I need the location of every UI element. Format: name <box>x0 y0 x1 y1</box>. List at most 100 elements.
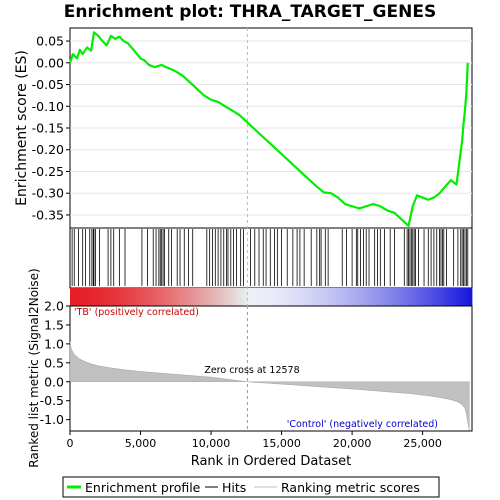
heat-bar-segment <box>287 288 292 306</box>
heat-bar-segment <box>445 288 449 306</box>
zero-cross-annotation: Zero cross at 12578 <box>204 365 299 376</box>
heat-bar-segment <box>428 288 433 306</box>
heat-bar-segment <box>207 288 212 306</box>
es-y-tick-label: -0.25 <box>32 164 64 179</box>
heat-bar-segment <box>311 288 315 306</box>
rank-ylabel: Ranked list metric (Signal2Noise) <box>27 268 41 467</box>
heat-bar-segment <box>435 288 439 306</box>
heat-bar-segment <box>271 288 275 306</box>
heat-bar-segment <box>358 288 362 306</box>
es-y-tick-label: -0.20 <box>32 142 64 157</box>
heat-bar-segment <box>257 288 262 306</box>
heat-bar-segment <box>86 288 91 306</box>
heat-bar-segment <box>116 288 121 306</box>
heat-bar-segment <box>297 288 302 306</box>
rank-metric-layer <box>69 28 470 431</box>
heat-bar-segment <box>324 288 329 306</box>
heat-bar-segment <box>384 288 389 306</box>
heat-bar-segment <box>217 288 222 306</box>
heat-bar-segment <box>197 288 202 306</box>
legend-box <box>62 476 440 498</box>
heat-bar-segment <box>106 288 111 306</box>
rank-y-tick-label: 0.5 <box>44 355 64 370</box>
es-ylabel: Enrichment score (ES) <box>14 50 30 206</box>
heat-bar-segment <box>348 288 352 306</box>
x-tick-label: 0 <box>67 437 74 450</box>
heat-bar-segment <box>167 288 171 306</box>
heat-bar-segment <box>431 288 436 306</box>
heat-bar-segment <box>234 288 238 306</box>
heat-bar-segment <box>214 288 218 306</box>
x-tick-label: 10,000 <box>192 437 231 450</box>
legend-label-hits: Hits <box>222 480 246 495</box>
negative-annotation: 'Control' (negatively correlated) <box>287 419 438 430</box>
heat-bar-segment <box>415 288 419 306</box>
heat-bar-segment <box>307 288 312 306</box>
legend-label-metric: Ranking metric scores <box>281 480 420 495</box>
heat-bar-segment <box>294 288 299 306</box>
heat-bar-segment <box>441 288 446 306</box>
heat-bar-segment <box>130 288 135 306</box>
x-tick-label: 15,000 <box>262 437 301 450</box>
heat-bar-segment <box>274 288 279 306</box>
rank-y-tick-label: -1.0 <box>40 412 64 427</box>
heat-bar-segment <box>351 288 356 306</box>
heat-bar-segment <box>160 288 165 306</box>
heat-bar-segment <box>458 288 463 306</box>
heat-bar-segment <box>173 288 178 306</box>
heat-bar-segment <box>344 288 349 306</box>
heat-bar-segment <box>187 288 191 306</box>
heat-bar-segment <box>120 288 124 306</box>
heat-bar-segment <box>70 288 74 306</box>
es-y-tick-label: -0.30 <box>32 186 64 201</box>
heat-bar-segment <box>83 288 88 306</box>
heat-bar-segment <box>341 288 346 306</box>
es-y-tick-label: -0.15 <box>32 121 64 136</box>
heat-bar-segment <box>147 288 151 306</box>
heat-bar-segment <box>284 288 289 306</box>
heat-bar-segment <box>143 288 148 306</box>
x-tick-label: 25,000 <box>403 437 442 450</box>
es-y-tick-label: 0.05 <box>36 34 64 49</box>
positive-annotation: 'TB' (positively correlated) <box>74 307 199 318</box>
heat-bar-segment <box>163 288 168 306</box>
heat-bar-segment <box>277 288 282 306</box>
heat-bar-segment <box>388 288 392 306</box>
rank-metric-area <box>69 341 470 431</box>
es-grid <box>70 40 472 216</box>
heat-bar-segment <box>247 288 252 306</box>
chart-title: Enrichment plot: THRA_TARGET_GENES <box>64 2 436 22</box>
heat-bar-segment <box>126 288 131 306</box>
heat-bar-segment <box>204 288 208 306</box>
rank-panel-frame <box>69 305 473 432</box>
x-tick-label: 20,000 <box>333 437 372 450</box>
heat-bar-segment <box>224 288 228 306</box>
heat-bar-segment <box>371 288 376 306</box>
heat-bar-segment <box>73 288 78 306</box>
heat-bar-segment <box>76 288 81 306</box>
heat-bar-segment <box>354 288 359 306</box>
heat-bar-segment <box>281 288 285 306</box>
heat-bar-segment <box>90 288 94 306</box>
heat-bar-segment <box>317 288 322 306</box>
heat-bar-segment <box>137 288 141 306</box>
rank-y-tick-label: 2.0 <box>44 299 64 314</box>
heat-bar-segment <box>468 288 473 306</box>
heat-bar-segment <box>391 288 396 306</box>
rank-y-tick-label: -0.5 <box>40 393 64 408</box>
heat-bar-segment <box>180 288 185 306</box>
heat-bar-segment <box>110 288 114 306</box>
heat-bar-segment <box>438 288 443 306</box>
heat-bar-segment <box>331 288 336 306</box>
heat-bar-segment <box>210 288 215 306</box>
ranking-heat-bar <box>70 288 473 306</box>
heat-bar-segment <box>230 288 235 306</box>
heat-bar-segment <box>361 288 366 306</box>
heat-bar-segment <box>100 288 104 306</box>
es-y-tick-label: 0.00 <box>36 55 64 70</box>
heat-bar-segment <box>398 288 403 306</box>
heat-bar-segment <box>227 288 232 306</box>
es-line <box>68 31 469 227</box>
heat-bar-segment <box>103 288 108 306</box>
heat-bar-segment <box>374 288 379 306</box>
